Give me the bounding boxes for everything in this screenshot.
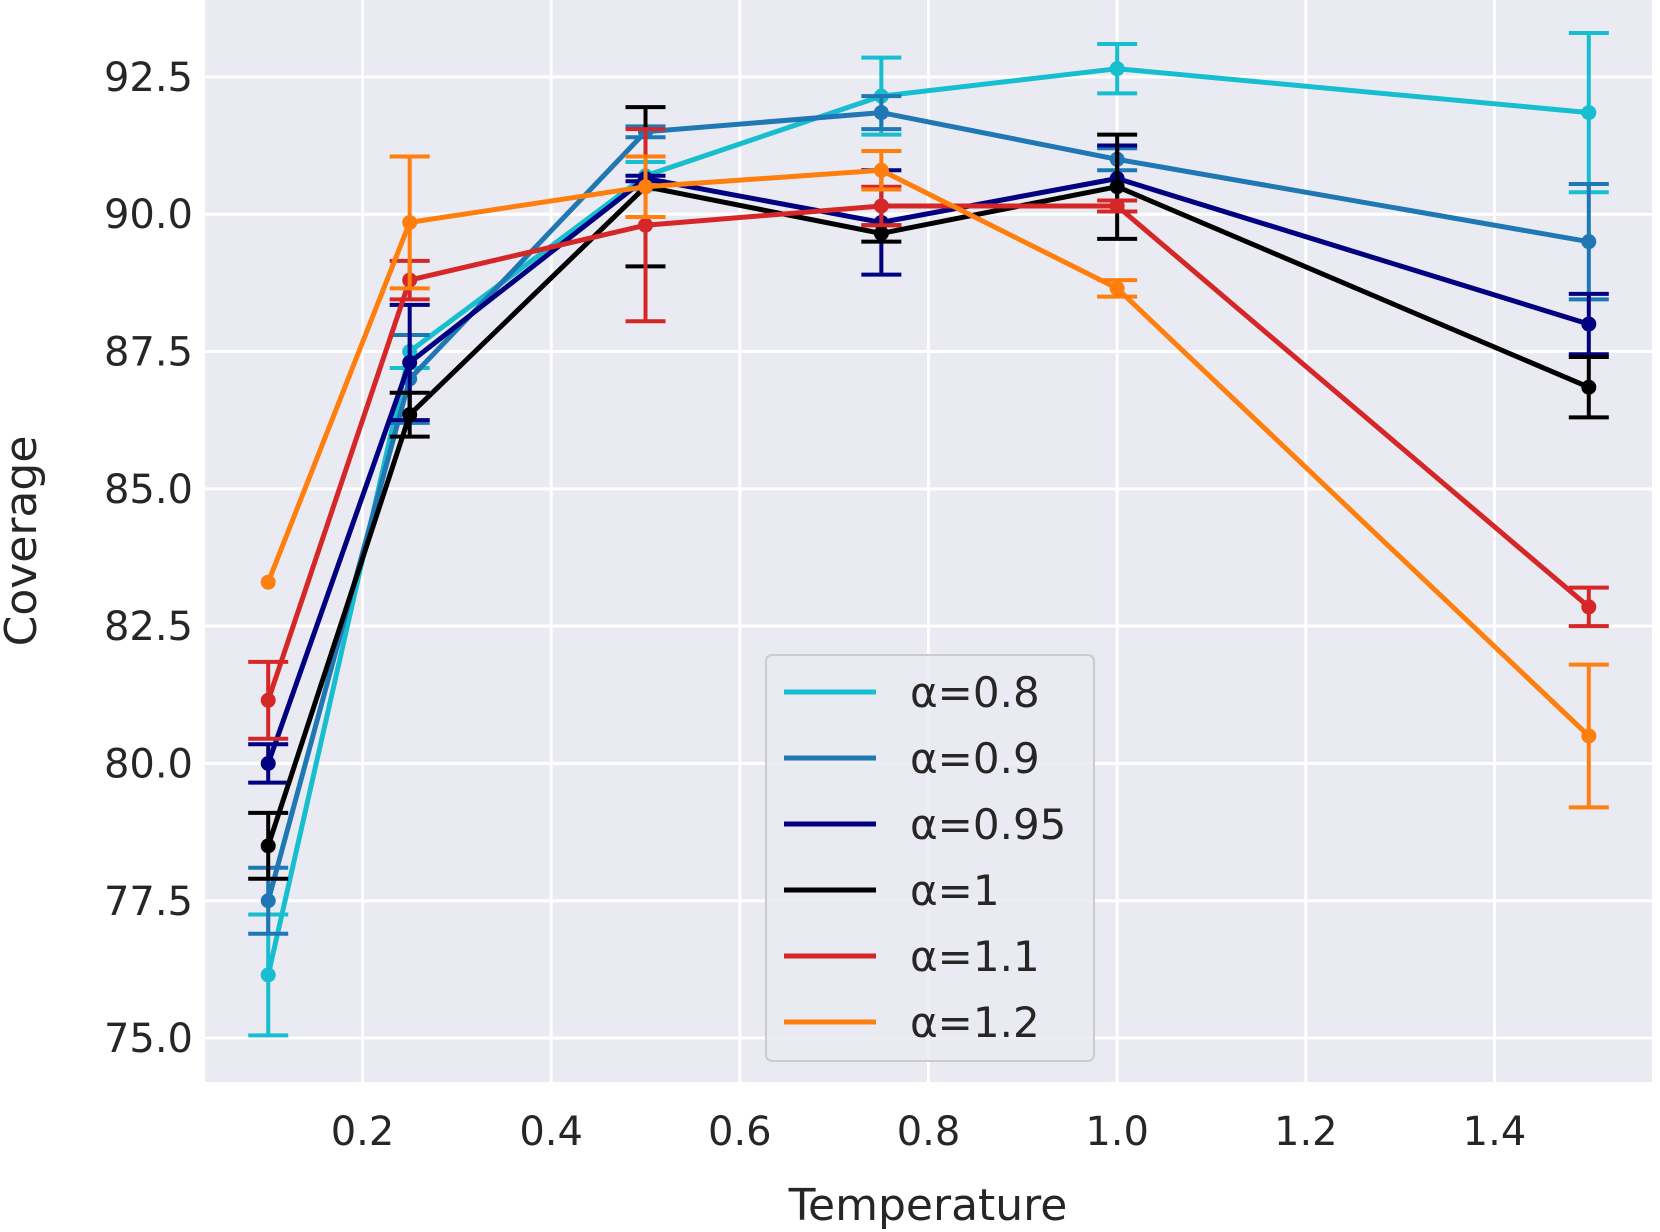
- series-line: [265, 176, 1590, 765]
- x-tick-labels: 0.2 0.4 0.6 0.8 1.0 1.2 1.4: [331, 1109, 1527, 1155]
- data-point: [402, 214, 418, 230]
- y-tick-label: 75.0: [104, 1016, 193, 1062]
- y-tick-label: 87.5: [104, 330, 193, 376]
- x-tick-label: 0.2: [331, 1109, 395, 1155]
- series-line: [265, 203, 1591, 702]
- legend: α=0.8 α=0.9 α=0.95 α=1 α=1.1 α=1.2: [765, 654, 1095, 1062]
- data-point: [1109, 61, 1125, 77]
- data-point: [260, 692, 276, 708]
- data-point: [260, 967, 276, 983]
- data-point: [1581, 379, 1597, 395]
- y-tick-label: 82.5: [104, 604, 193, 650]
- y-axis-label: Coverage: [0, 436, 47, 647]
- y-tick-label: 85.0: [104, 467, 193, 513]
- data-point: [402, 354, 418, 370]
- legend-item-alpha-1-2: α=1.2: [784, 998, 1040, 1047]
- x-tick-label: 0.8: [897, 1109, 961, 1155]
- series-line: [265, 110, 1590, 902]
- data-point: [260, 893, 276, 909]
- x-tick-label: 1.2: [1274, 1109, 1338, 1155]
- series-line: [265, 167, 1591, 738]
- x-tick-label: 0.6: [708, 1109, 772, 1155]
- data-point: [1109, 198, 1125, 214]
- data-point: [1109, 280, 1125, 296]
- series-group: [248, 30, 1609, 1038]
- legend-item-alpha-1-1: α=1.1: [784, 932, 1040, 981]
- series-line: [265, 184, 1590, 847]
- x-axis-label: Temperature: [788, 1180, 1068, 1231]
- y-tick-label: 90.0: [104, 192, 193, 238]
- data-point: [1581, 316, 1597, 332]
- data-point: [638, 217, 654, 233]
- data-point: [873, 162, 889, 178]
- data-point: [402, 407, 418, 423]
- y-tick-labels: 75.0 77.5 80.0 82.5 85.0 87.5 90.0 92.5: [104, 55, 193, 1062]
- x-tick-label: 1.4: [1463, 1109, 1527, 1155]
- legend-item-alpha-0-8: α=0.8: [784, 668, 1040, 717]
- data-point: [1581, 599, 1597, 615]
- data-point: [1109, 179, 1125, 195]
- data-point: [1581, 105, 1597, 121]
- data-point: [873, 105, 889, 121]
- data-point: [260, 574, 276, 590]
- series-line: [265, 66, 1590, 976]
- y-tick-label: 80.0: [104, 741, 193, 787]
- data-point: [873, 225, 889, 241]
- data-point: [638, 179, 654, 195]
- data-point: [260, 755, 276, 771]
- legend-item-alpha-1: α=1: [784, 866, 1000, 915]
- legend-label: α=1: [910, 866, 1000, 915]
- legend-item-alpha-0-9: α=0.9: [784, 734, 1040, 783]
- y-tick-label: 92.5: [104, 55, 193, 101]
- series-alpha-1-2: [260, 149, 1609, 810]
- data-point: [1581, 728, 1597, 744]
- legend-label: α=0.95: [910, 800, 1066, 849]
- x-tick-label: 0.4: [519, 1109, 583, 1155]
- legend-label: α=1.1: [910, 932, 1040, 981]
- legend-label: α=0.9: [910, 734, 1040, 783]
- y-tick-label: 77.5: [104, 879, 193, 925]
- legend-label: α=1.2: [910, 998, 1040, 1047]
- data-point: [260, 838, 276, 854]
- data-point: [873, 198, 889, 214]
- x-tick-label: 1.0: [1085, 1109, 1149, 1155]
- data-point: [1581, 234, 1597, 250]
- legend-label: α=0.8: [910, 668, 1040, 717]
- legend-item-alpha-0-95: α=0.95: [784, 800, 1066, 849]
